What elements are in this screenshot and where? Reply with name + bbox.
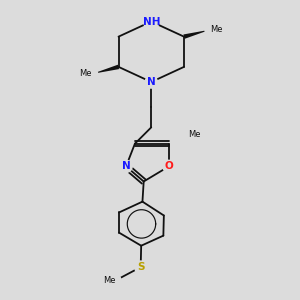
Circle shape: [205, 24, 216, 35]
Circle shape: [120, 160, 132, 172]
Text: O: O: [164, 161, 173, 171]
Circle shape: [163, 160, 175, 172]
Circle shape: [135, 261, 147, 273]
Circle shape: [182, 129, 193, 140]
Text: Me: Me: [103, 276, 116, 285]
Circle shape: [86, 68, 98, 80]
Circle shape: [110, 275, 121, 286]
Text: Me: Me: [80, 69, 92, 78]
Text: NH: NH: [142, 16, 160, 26]
Circle shape: [143, 14, 159, 29]
Polygon shape: [92, 65, 119, 74]
Circle shape: [145, 76, 158, 88]
Text: N: N: [147, 77, 156, 87]
Polygon shape: [183, 30, 211, 39]
Text: Me: Me: [188, 130, 200, 140]
Text: N: N: [122, 161, 130, 171]
Text: Me: Me: [211, 25, 223, 34]
Text: S: S: [137, 262, 144, 272]
